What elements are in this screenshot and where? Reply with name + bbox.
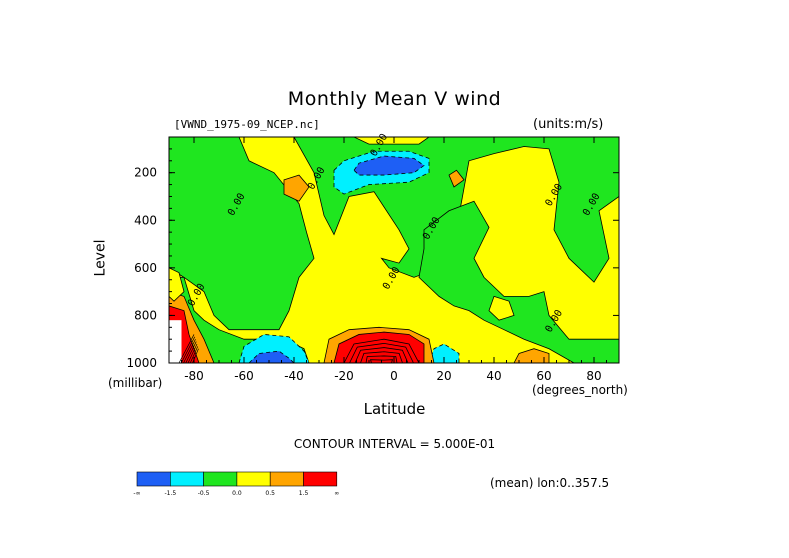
colorbar-swatch — [303, 471, 338, 487]
colorbar-label: -∞ — [133, 490, 140, 497]
y-tick-label: 200 — [134, 166, 157, 180]
field-blue-lower — [248, 350, 295, 363]
y-tick-label: 600 — [134, 261, 157, 275]
x-tick-label: 60 — [536, 369, 551, 383]
field-red-contour-0 — [343, 338, 420, 363]
x-tick-label: -60 — [234, 369, 254, 383]
colorbar-swatch — [136, 471, 171, 487]
y-tick-label: 800 — [134, 308, 157, 322]
field-dense-contour-3 — [185, 341, 197, 363]
x-tick-label: 80 — [586, 369, 601, 383]
field-red-contour-2 — [354, 347, 409, 363]
field-red-contour-5 — [369, 359, 394, 363]
contour-fields — [169, 137, 619, 363]
axis-ticks: -80 -60 -40 -20 0 20 40 60 80 200 400 600 800 1000 — [126, 137, 620, 383]
x-tick-label: -80 — [184, 369, 204, 383]
field-dense-contour-0 — [178, 334, 195, 363]
colorbar-label: ∞ — [334, 490, 339, 497]
colorbar-label: 0.5 — [265, 490, 275, 497]
field-red-contour-1 — [349, 342, 414, 363]
field-dense-contour-5 — [189, 346, 199, 363]
x-tick-label: -40 — [284, 369, 304, 383]
field-missing-data — [169, 320, 182, 363]
y-tick-label: 1000 — [126, 356, 157, 370]
colorbar-label: 1.5 — [299, 490, 309, 497]
field-orange-upper-2 — [448, 169, 465, 188]
y-axis-units: (millibar) — [108, 376, 163, 390]
x-axis-units: (degrees_north) — [532, 383, 628, 397]
mean-lon-info: (mean) lon:0..357.5 — [490, 476, 610, 490]
units-label: (units:m/s) — [533, 117, 604, 132]
field-yellow-polar — [169, 267, 185, 302]
x-axis-label: Latitude — [363, 400, 426, 418]
x-tick-label: 40 — [486, 369, 501, 383]
colorbar-label: -1.5 — [164, 490, 176, 497]
field-dense-contour-4 — [187, 343, 198, 363]
contour-interval-label: CONTOUR INTERVAL = 5.000E-01 — [293, 437, 496, 451]
colorbar-label: 0.0 — [232, 490, 242, 497]
field-red-contour-3 — [360, 351, 403, 363]
dataset-label: [VWND_1975-09_NCEP.nc] — [174, 118, 320, 131]
x-tick-label: 20 — [436, 369, 451, 383]
x-tick-label: -20 — [334, 369, 354, 383]
field-red-equator — [333, 331, 425, 363]
field-green-south — [169, 137, 315, 331]
field-blue-upper — [353, 155, 425, 176]
colorbar-swatch — [236, 471, 271, 487]
colorbar-swatch — [203, 471, 238, 487]
chart-title: Monthly Mean V wind — [287, 88, 502, 110]
field-orange-lower — [513, 348, 550, 363]
field-dense-contour-2 — [183, 339, 196, 363]
colorbar-swatch — [269, 471, 304, 487]
field-yellow-east — [488, 295, 515, 321]
field-orange-upper-1 — [283, 174, 310, 202]
field-dense-contour-1 — [180, 336, 196, 363]
field-red-contour-4 — [365, 355, 398, 363]
field-green-east — [418, 200, 619, 363]
y-tick-label: 400 — [134, 213, 157, 227]
colorbar-swatch — [170, 471, 204, 487]
colorbar: -∞ -1.5 -0.5 0.0 0.5 1.5 ∞ — [133, 471, 339, 497]
colorbar-label: -0.5 — [198, 490, 210, 497]
x-tick-label: 0 — [390, 369, 398, 383]
field-cyan-lower-2 — [428, 343, 460, 363]
